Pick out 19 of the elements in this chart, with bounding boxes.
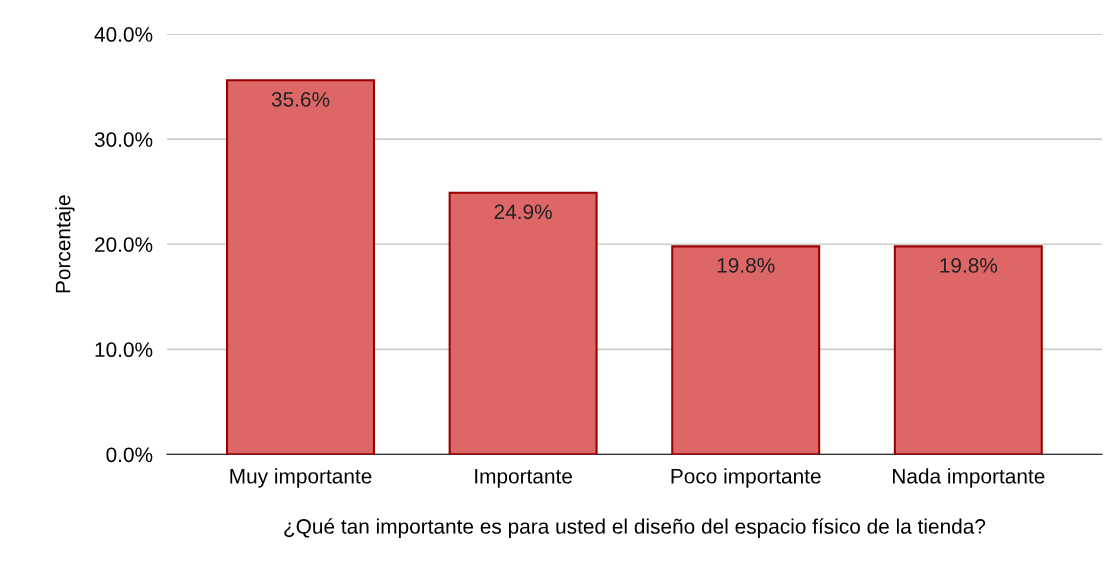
y-tick-label: 20.0%: [95, 237, 153, 252]
bar: [893, 245, 1043, 455]
y-axis-title: Porcentaje: [55, 195, 75, 293]
y-tick-label: 30.0%: [94, 132, 153, 147]
x-axis-title: ¿Qué tan importante es para usted el diseño del espacio físico de la tienda?: [284, 518, 986, 538]
data-label: 19.8%: [717, 258, 775, 273]
y-tick-label: 0.0%: [106, 447, 153, 463]
bar: [226, 79, 376, 455]
bar: [671, 245, 821, 455]
data-label: 35.6%: [271, 91, 330, 107]
data-label: 19.8%: [940, 258, 998, 273]
x-tick-label: Muy importante: [230, 468, 372, 488]
x-tick-label: Poco importante: [671, 468, 821, 488]
data-label: 24.9%: [494, 204, 552, 220]
y-tick-label: 10.0%: [95, 342, 153, 358]
bar: [448, 191, 598, 455]
x-tick-label: Importante: [475, 469, 572, 488]
x-tick-label: Nada importante: [893, 468, 1045, 488]
y-tick-label: 40.0%: [94, 27, 153, 42]
